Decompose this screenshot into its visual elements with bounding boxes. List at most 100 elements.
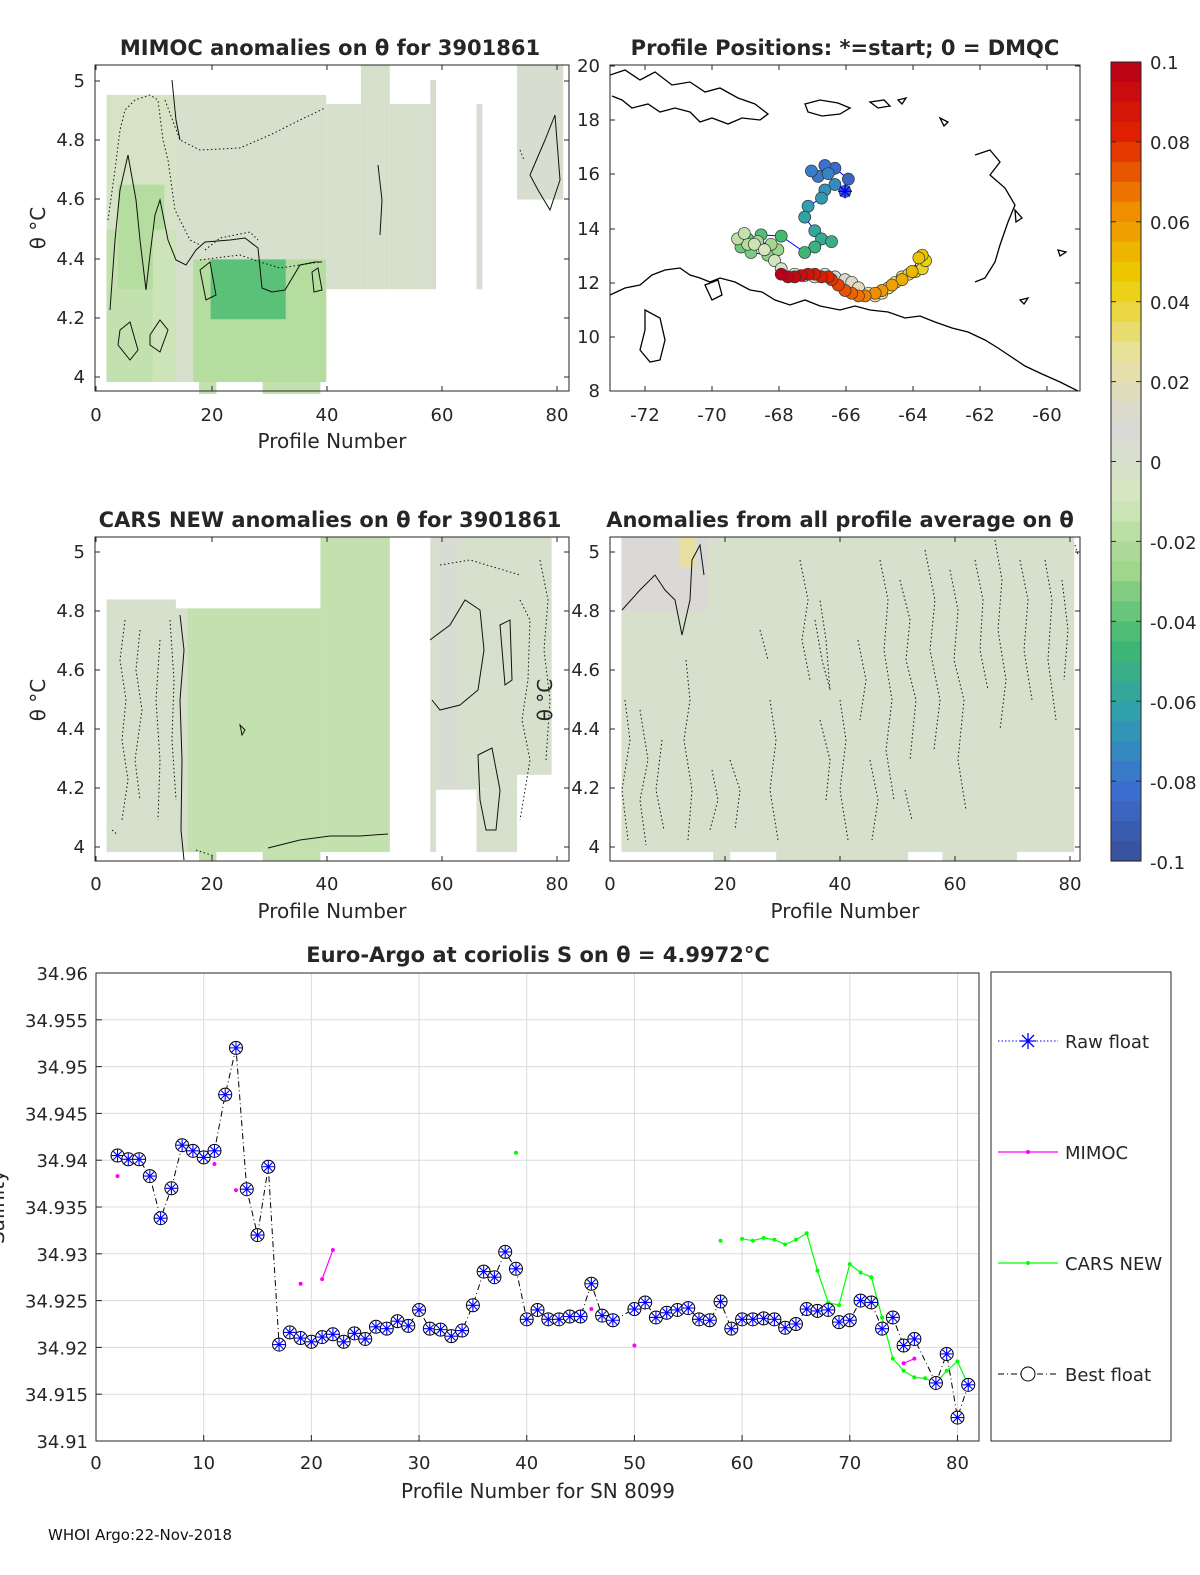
- raw-point: [757, 1312, 770, 1325]
- salinity-xtick: 50: [623, 1453, 646, 1474]
- colorbar-segment: [1111, 121, 1141, 143]
- heatmap-cell: [436, 537, 460, 790]
- raw-point: [477, 1265, 490, 1278]
- colorbar-segment: [1111, 161, 1141, 183]
- raw-point: [445, 1330, 458, 1343]
- raw-point: [854, 1294, 867, 1307]
- map-panel: Profile Positions: *=start; 0 = DMQC -72…: [577, 36, 1081, 426]
- salinity-xtick: 20: [300, 1453, 323, 1474]
- raw-point: [693, 1313, 706, 1326]
- salinity-ytick: 34.945: [25, 1104, 88, 1125]
- best-line: [117, 1047, 969, 1418]
- profile-position: [815, 191, 828, 205]
- mimoc-ytick: 4.2: [56, 308, 85, 329]
- legend-best-label: Best float: [1065, 1365, 1151, 1386]
- raw-point: [800, 1303, 813, 1316]
- mimoc-point: [115, 1174, 120, 1179]
- salinity-xlabel: Profile Number for SN 8099: [401, 1479, 675, 1503]
- avg-title: Anomalies from all profile average on θ: [606, 508, 1074, 532]
- mimoc-ytick: 5: [74, 71, 85, 92]
- profile-position: [842, 172, 855, 186]
- cars-point: [740, 1236, 745, 1241]
- raw-point: [876, 1322, 889, 1335]
- avg-xtick: 40: [829, 874, 852, 895]
- raw-point: [649, 1311, 662, 1324]
- raw-point: [434, 1323, 447, 1336]
- colorbar-segment: [1111, 521, 1141, 542]
- mimoc-line: [321, 1249, 334, 1280]
- cars-point: [880, 1315, 885, 1320]
- legend-mimoc-label: MIMOC: [1065, 1143, 1128, 1164]
- avg-ytick: 4.8: [571, 601, 600, 622]
- profile-position: [821, 167, 835, 181]
- raw-point: [951, 1411, 964, 1424]
- avg-ticks: [609, 537, 1080, 861]
- mimoc-point: [901, 1361, 906, 1366]
- salinity-series: [110, 1040, 976, 1425]
- raw-point: [240, 1183, 253, 1196]
- raw-point: [262, 1160, 275, 1173]
- salinity-title: Euro-Argo at coriolis S on θ = 4.9972°C: [306, 943, 769, 967]
- salinity-ytick: 34.915: [25, 1385, 88, 1406]
- raw-point: [585, 1277, 598, 1290]
- mimoc-xtick: 0: [90, 405, 101, 426]
- salinity-ylabel: Salinity: [0, 1170, 9, 1244]
- colorbar-segment: [1111, 701, 1141, 722]
- map-xtick: -68: [764, 405, 793, 426]
- colorbar-segment: [1111, 221, 1141, 243]
- colorbar-segment: [1111, 621, 1141, 642]
- raw-point: [122, 1153, 135, 1166]
- cars-ytick: 4.8: [56, 601, 85, 622]
- salinity-ytick: 34.955: [25, 1011, 88, 1032]
- map-ytick: 8: [589, 381, 600, 402]
- salinity-xticks: 0 10 20 30 40 50 60 70 80: [90, 1435, 969, 1474]
- raw-point: [714, 1295, 727, 1308]
- mimoc-contours: [109, 79, 561, 361]
- heatmap-cell: [360, 65, 390, 290]
- colorbar-segment: [1111, 741, 1141, 762]
- profile-position: [905, 265, 919, 278]
- salinity-ytick: 34.935: [25, 1198, 88, 1219]
- mimoc-point: [912, 1356, 917, 1361]
- colorbar-segment: [1111, 141, 1141, 163]
- avg-dotted-contours: [621, 539, 1079, 846]
- mimoc-ytick: 4.6: [56, 189, 85, 210]
- map-ytick: 10: [577, 327, 600, 348]
- raw-point: [886, 1311, 899, 1324]
- salinity-yticks: 34.91 34.915 34.92 34.925 34.93 34.935 34.94 34…: [25, 964, 102, 1453]
- cars-ytick: 4.2: [56, 778, 85, 799]
- colorbar-segment: [1111, 62, 1141, 83]
- salinity-xtick: 80: [946, 1453, 969, 1474]
- raw-point: [865, 1296, 878, 1309]
- salinity-xtick: 70: [838, 1453, 861, 1474]
- avg-axes: [609, 536, 1081, 862]
- raw-point: [789, 1318, 802, 1330]
- colorbar-segment: [1111, 281, 1141, 303]
- mimoc-xlabel: Profile Number: [258, 429, 408, 453]
- raw-point: [337, 1335, 350, 1348]
- cars-point: [718, 1238, 723, 1243]
- mimoc-point: [589, 1307, 594, 1312]
- colorbar-segment: [1111, 781, 1141, 802]
- colorbar-ticks: [1111, 61, 1141, 862]
- raw-point: [380, 1322, 393, 1335]
- raw-point: [553, 1313, 566, 1326]
- raw-point: [639, 1296, 652, 1309]
- profile-position: [828, 178, 842, 191]
- colorbar-segment: [1111, 341, 1141, 363]
- avg-ytick: 4.6: [571, 660, 600, 681]
- cars-point: [858, 1270, 863, 1275]
- cars-point: [772, 1237, 777, 1242]
- mimoc-axes: [94, 64, 570, 392]
- map-xtick: -60: [1032, 405, 1061, 426]
- heatmap-cell: [389, 103, 431, 290]
- colorbar-segment: [1111, 301, 1141, 323]
- raw-point: [531, 1303, 544, 1316]
- raw-point: [488, 1271, 501, 1284]
- raw-point: [219, 1088, 232, 1101]
- profile-position: [885, 278, 899, 292]
- raw-point: [154, 1212, 167, 1225]
- colorbar-segment: [1111, 501, 1141, 523]
- raw-point: [466, 1299, 479, 1312]
- salinity-ytick: 34.96: [36, 964, 88, 985]
